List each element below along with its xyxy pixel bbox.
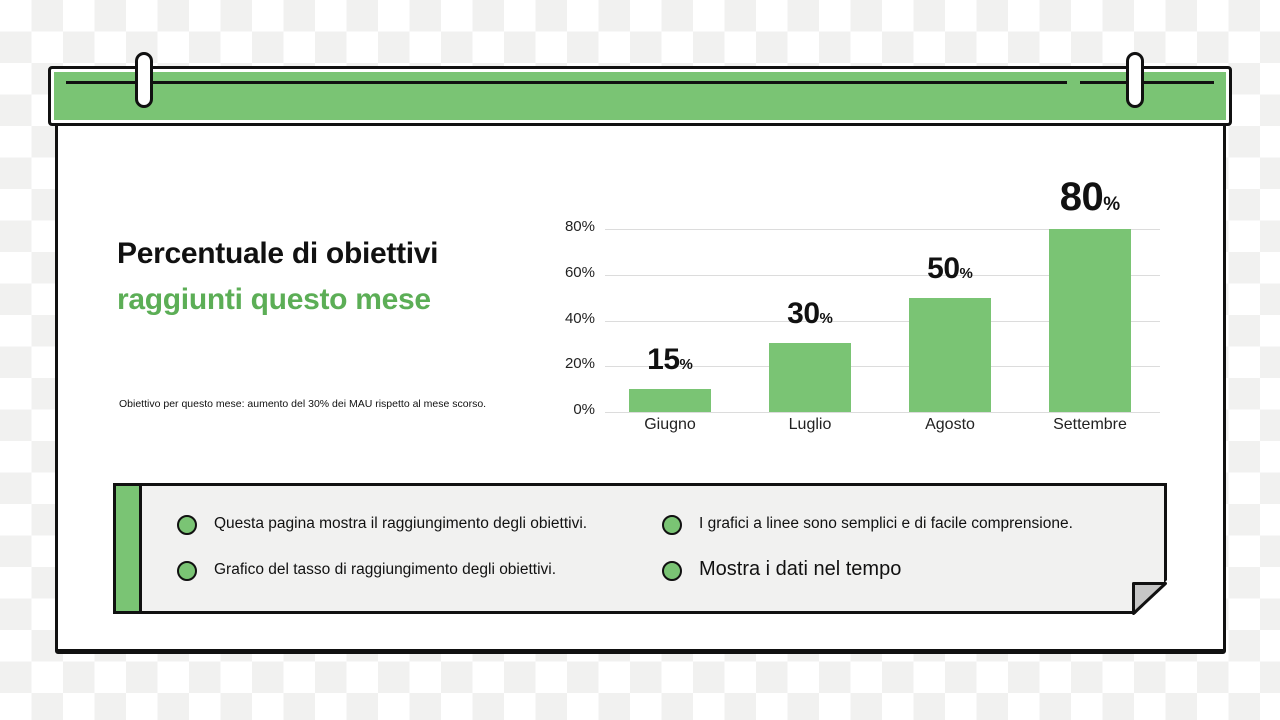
gridline-20 xyxy=(605,366,1160,367)
value-label-giugno: 15% xyxy=(647,343,693,376)
header-rule-short xyxy=(1080,81,1214,84)
x-tick-giugno: Giugno xyxy=(644,416,696,433)
title-line-2: raggiunti questo mese xyxy=(117,283,431,316)
x-tick-agosto: Agosto xyxy=(925,416,975,433)
notes-panel xyxy=(113,483,1167,614)
bar-chart: 0% 20% 40% 60% 80% 15% 30% 50% 80% Giugn… xyxy=(540,170,1180,450)
bullet-icon xyxy=(177,561,197,581)
page-title: Percentuale di obiettivi raggiunti quest… xyxy=(117,231,439,323)
note-item-1: Questa pagina mostra il raggiungimento d… xyxy=(214,515,588,532)
note-item-3: I grafici a linee sono semplici e di fac… xyxy=(699,515,1073,532)
title-line-1: Percentuale di obiettivi xyxy=(117,237,439,270)
page-fold-icon xyxy=(1132,582,1167,615)
y-tick-20: 20% xyxy=(564,355,595,372)
y-tick-80: 80% xyxy=(564,218,595,235)
y-tick-40: 40% xyxy=(564,310,595,327)
binder-ring-left-icon xyxy=(135,52,153,108)
note-item-4: Mostra i dati nel tempo xyxy=(699,558,902,580)
y-tick-0: 0% xyxy=(573,401,595,418)
y-tick-60: 60% xyxy=(564,264,595,281)
gridline-40 xyxy=(605,321,1160,322)
goal-description: Obiettivo per questo mese: aumento del 3… xyxy=(119,398,487,410)
x-tick-settembre: Settembre xyxy=(1053,416,1127,433)
note-item-2: Grafico del tasso di raggiungimento degl… xyxy=(214,561,557,578)
bullet-icon xyxy=(177,515,197,535)
gridline-80 xyxy=(605,229,1160,230)
header-bar xyxy=(48,66,1232,126)
header-rule xyxy=(66,81,1067,84)
bar-settembre xyxy=(1049,229,1131,412)
gridline-60 xyxy=(605,275,1160,276)
bar-giugno xyxy=(629,389,711,412)
value-label-settembre: 80% xyxy=(1059,175,1121,219)
binder-ring-right-icon xyxy=(1126,52,1144,108)
bullet-icon xyxy=(662,561,682,581)
bullet-icon xyxy=(662,515,682,535)
bar-luglio xyxy=(769,343,851,412)
value-label-agosto: 50% xyxy=(927,252,973,285)
gridline-0 xyxy=(605,412,1160,413)
x-tick-luglio: Luglio xyxy=(788,416,832,433)
notes-accent-strip xyxy=(116,486,142,611)
bar-agosto xyxy=(909,298,991,412)
value-label-luglio: 30% xyxy=(787,297,833,330)
